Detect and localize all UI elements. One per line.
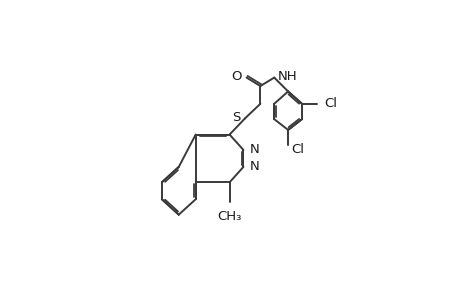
Text: Cl: Cl [291,143,303,157]
Text: Cl: Cl [324,97,336,110]
Text: NH: NH [278,70,297,83]
Text: S: S [231,111,240,124]
Text: CH₃: CH₃ [217,210,241,223]
Text: N: N [249,143,259,157]
Text: O: O [231,70,241,83]
Text: N: N [249,160,259,173]
